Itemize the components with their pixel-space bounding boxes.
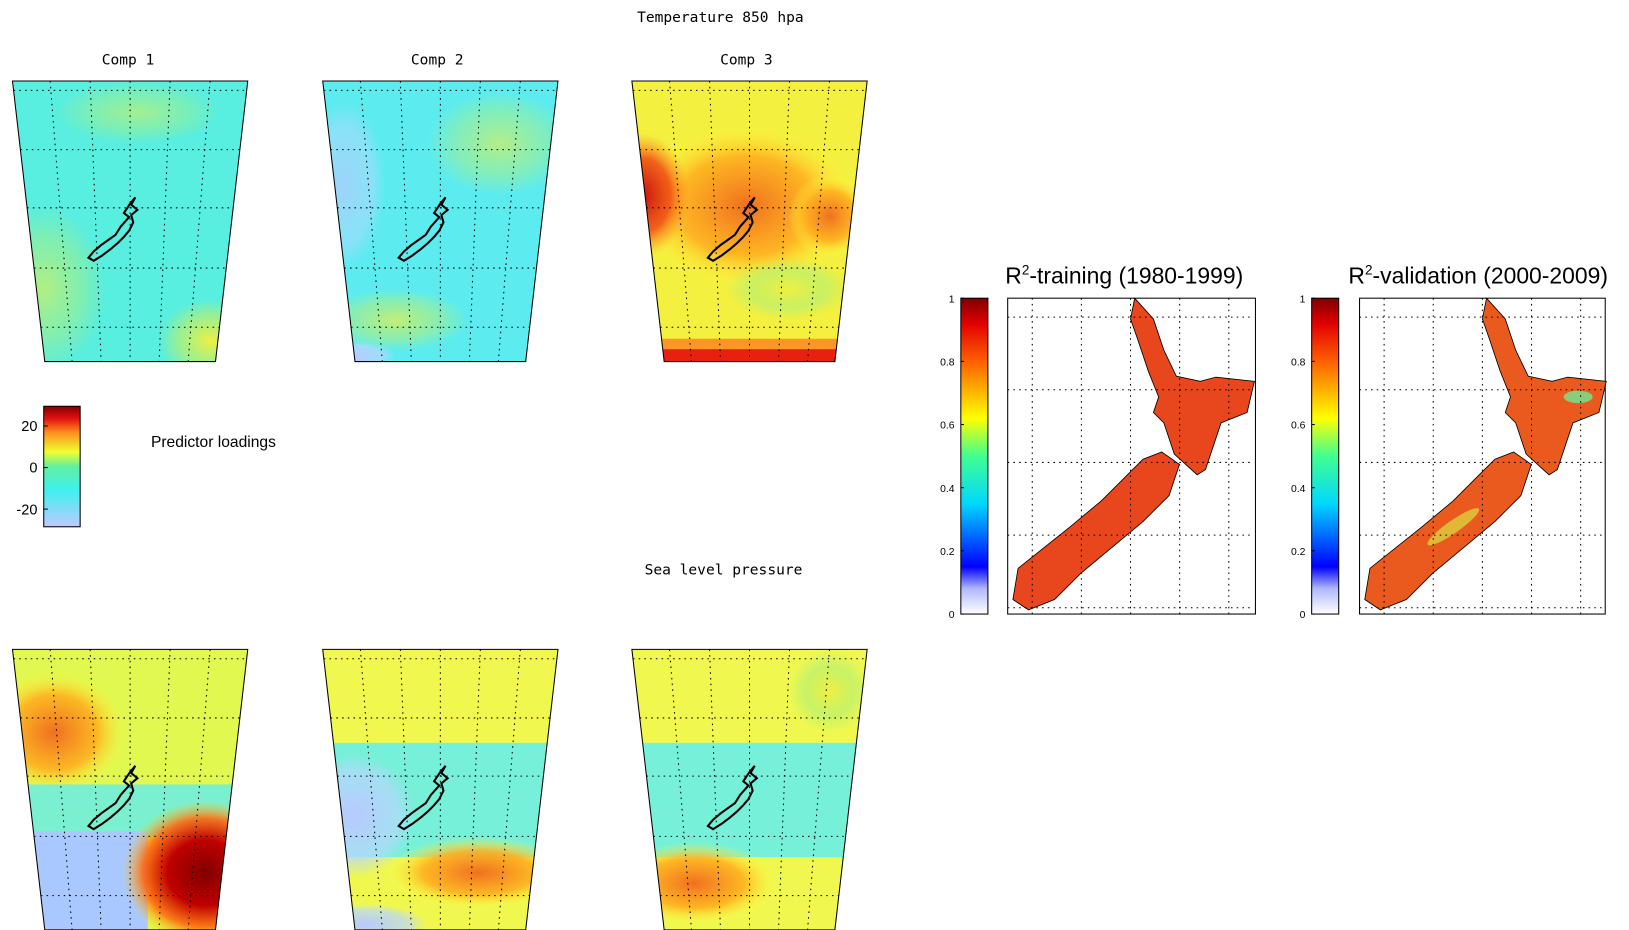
map-panel [611, 649, 871, 930]
tick-label: 0.2 [1291, 547, 1306, 558]
title-superscript: 2 [1365, 262, 1373, 277]
colorbar [961, 298, 988, 614]
tick-label: 20 [21, 419, 37, 435]
map-panel [0, 81, 262, 382]
tick-label: 0 [29, 461, 37, 477]
tick-label: 0.4 [940, 484, 955, 495]
map-panel [302, 81, 573, 372]
tick-label: 0.6 [1291, 421, 1306, 432]
map-title: R2-validation (2000-2009) [1348, 262, 1608, 288]
tick-label: -20 [16, 502, 37, 518]
figure-body: Temperature 850 hpa Sea level pressure C… [0, 9, 1608, 930]
colorbar [44, 406, 80, 527]
title-text: -training (1980-1999) [1029, 263, 1243, 289]
tick-label: 0.8 [940, 358, 955, 369]
map-panel [0, 649, 288, 930]
panel-title: Comp 2 [411, 51, 464, 68]
panel-title: Comp 3 [720, 51, 773, 68]
tick-label: 0.4 [1291, 484, 1306, 495]
title-text: R [1348, 263, 1365, 289]
map-title: R2-training (1980-1999) [1005, 262, 1243, 288]
map-panel [595, 81, 871, 362]
tick-label: 0.8 [1291, 358, 1306, 369]
title-superscript: 2 [1022, 262, 1030, 277]
section-title: Temperature 850 hpa [637, 9, 804, 26]
colorbar-label: Predictor loadings [151, 434, 276, 451]
tick-label: 1 [949, 294, 955, 305]
map-panel [291, 649, 572, 930]
section-title: Sea level pressure [645, 562, 803, 579]
figure: Temperature 850 hpa Sea level pressure C… [0, 0, 1629, 930]
title-text: -validation (2000-2009) [1373, 263, 1608, 289]
colorbar [1312, 298, 1339, 614]
tick-label: 0 [1300, 610, 1306, 621]
tick-label: 1 [1300, 294, 1306, 305]
panel-title: Comp 1 [102, 51, 155, 68]
r2-map [1008, 298, 1256, 614]
tick-label: 0 [949, 610, 955, 621]
tick-label: 0.6 [940, 421, 955, 432]
r2-map [1360, 298, 1607, 614]
title-text: R [1005, 263, 1022, 289]
tick-label: 0.2 [940, 547, 955, 558]
